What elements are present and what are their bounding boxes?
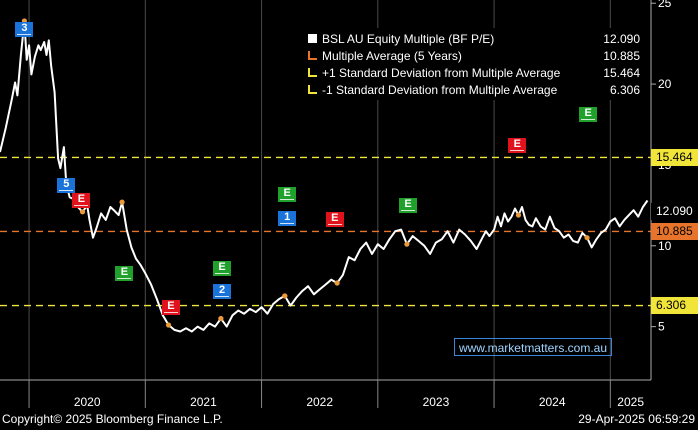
timestamp-text: 29-Apr-2025 06:59:29	[578, 412, 695, 426]
copyright-text: Copyright© 2025 Bloomberg Finance L.P.	[2, 412, 223, 426]
event-marker-blue-0[interactable]: 3	[15, 21, 34, 37]
reference-lines	[0, 156, 651, 307]
event-dot-8	[282, 293, 288, 299]
legend-value-pe: 12.090	[603, 32, 640, 46]
legend-swatch-pe	[308, 34, 317, 43]
last-value-badge: 12.090	[651, 203, 698, 221]
event-marker-red-9[interactable]: E	[325, 212, 344, 228]
event-marker-green-3[interactable]: E	[115, 265, 134, 281]
event-dot-11	[515, 212, 522, 218]
event-dot-12	[584, 235, 590, 241]
legend-entry-minus-sd: -1 Standard Deviation from Multiple Aver…	[300, 81, 644, 98]
event-dot-3	[119, 199, 125, 205]
y-tick-label-5: 5	[658, 320, 665, 334]
legend-entry-average: Multiple Average (5 Years) 10.885	[300, 47, 644, 64]
event-marker-red-4[interactable]: E	[161, 299, 180, 315]
event-marker-red-2[interactable]: E	[72, 193, 91, 208]
x-tick-label-2024: 2024	[539, 395, 566, 409]
legend-entry-plus-sd: +1 Standard Deviation from Multiple Aver…	[300, 64, 644, 81]
y-axis-ticks: 510152025	[651, 0, 672, 334]
event-marker-green-6[interactable]: E	[213, 260, 232, 276]
legend-swatch-plus-sd	[308, 68, 317, 77]
x-tick-label-2021: 2021	[190, 395, 217, 409]
legend-label-average: Multiple Average (5 Years)	[322, 49, 462, 63]
average-badge: 10.885	[651, 222, 698, 240]
y-tick-label-20: 20	[658, 77, 672, 91]
legend-label-minus-sd: -1 Standard Deviation from Multiple Aver…	[322, 83, 558, 97]
event-marker-blue-7[interactable]: 1	[278, 210, 297, 226]
x-tick-label-2022: 2022	[306, 395, 333, 409]
legend-entry-pe: BSL AU Equity Multiple (BF P/E) 12.090	[300, 30, 644, 47]
legend-value-minus-sd: 6.306	[609, 83, 640, 97]
watermark-link[interactable]: www.marketmatters.com.au	[454, 338, 612, 356]
legend: BSL AU Equity Multiple (BF P/E) 12.090 M…	[300, 28, 644, 100]
event-marker-green-10[interactable]: E	[399, 197, 418, 213]
event-marker-green-12[interactable]: E	[579, 107, 598, 123]
x-tick-label-2023: 2023	[423, 395, 450, 409]
legend-label-pe: BSL AU Equity Multiple (BF P/E)	[322, 32, 495, 46]
event-marker-blue-1[interactable]: 5	[57, 178, 76, 194]
event-dot-6	[218, 315, 224, 322]
event-dot-2	[79, 209, 86, 215]
x-tick-label-2025: 2025	[617, 395, 644, 409]
y-tick-label-25: 25	[658, 0, 672, 10]
y-tick-label-10: 10	[658, 239, 672, 253]
legend-swatch-average	[308, 51, 317, 60]
legend-swatch-minus-sd	[308, 85, 317, 94]
x-axis-ticks: 2020 2021 2022 2023 2024 2025	[28, 380, 644, 409]
legend-value-average: 10.885	[603, 49, 640, 63]
legend-value-plus-sd: 15.464	[603, 66, 640, 80]
event-marker-green-8[interactable]: E	[278, 186, 297, 202]
plus-sd-badge: 15.464	[651, 148, 698, 166]
x-tick-label-2020: 2020	[74, 395, 101, 409]
event-dot-4	[165, 322, 172, 328]
event-marker-red-11[interactable]: E	[508, 138, 527, 154]
event-marker-blue-5[interactable]: 2	[213, 283, 232, 299]
minus-sd-badge: 6.306	[651, 297, 698, 315]
event-dot-10	[404, 241, 410, 247]
legend-label-plus-sd: +1 Standard Deviation from Multiple Aver…	[322, 66, 561, 80]
event-dot-9	[334, 280, 340, 286]
